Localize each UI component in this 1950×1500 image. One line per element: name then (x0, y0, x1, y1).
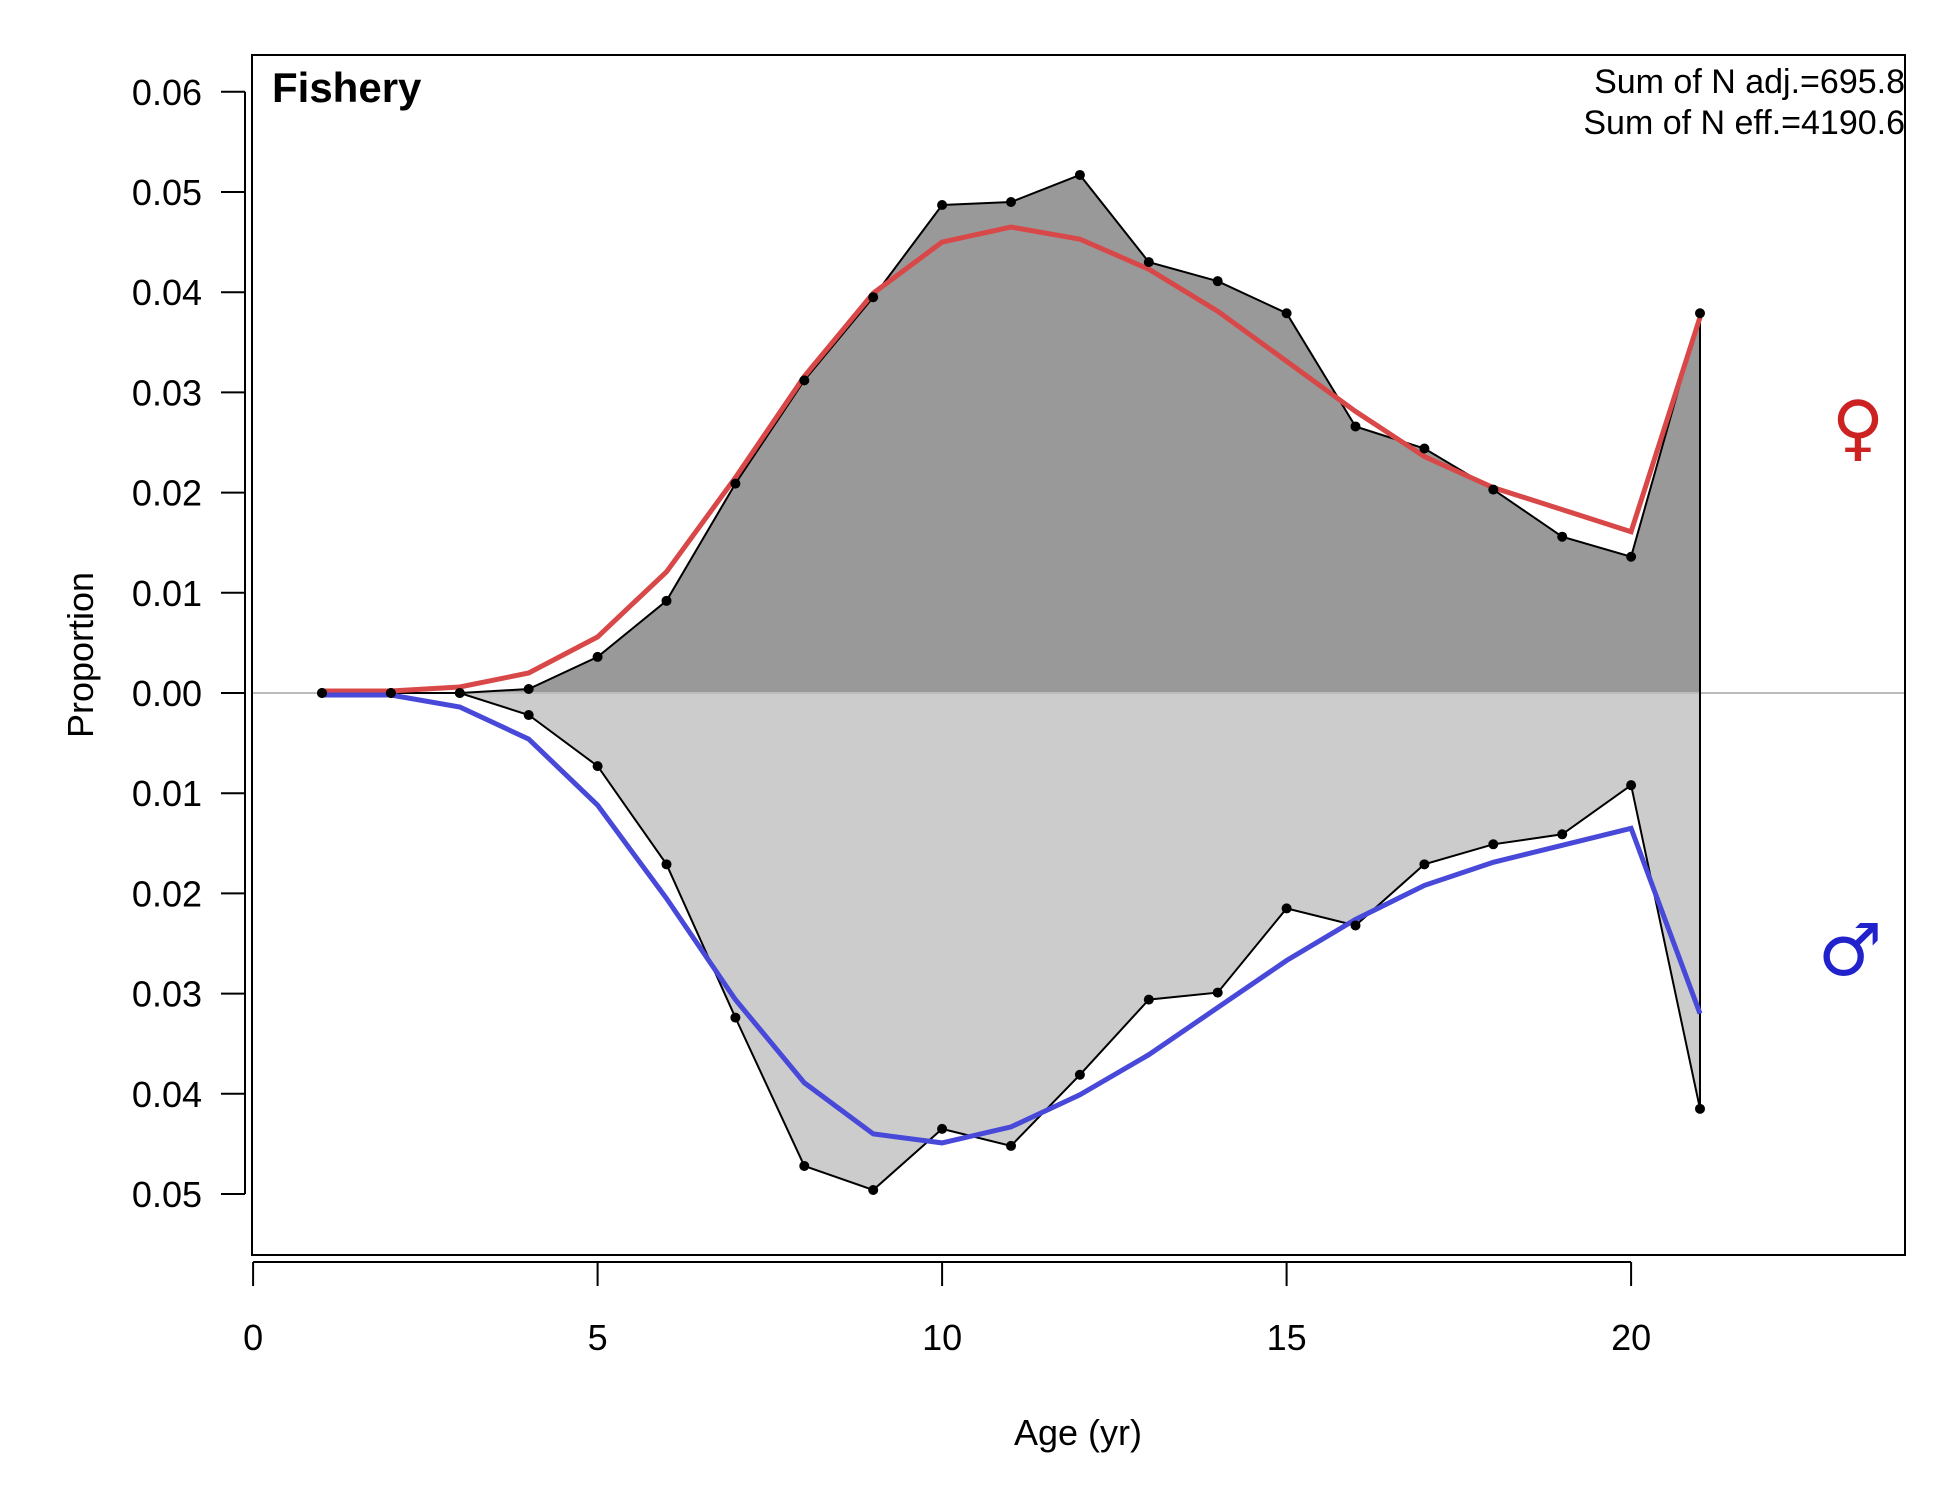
y-tick-label: 0.05 (132, 1174, 202, 1215)
panel-title: Fishery (272, 64, 422, 111)
male-observed-point-age-2 (385, 688, 396, 698)
plot-frame (251, 54, 1906, 1256)
male-observed-points (317, 688, 1705, 1195)
female-observed-point-age-9 (868, 292, 879, 303)
y-tick-label: 0.06 (132, 72, 202, 113)
male-observed-point-age-10 (937, 1123, 948, 1134)
female-observed-point-age-20 (1626, 551, 1637, 562)
male-observed-point-age-7 (730, 1012, 741, 1023)
male-observed-point-age-21 (1695, 1103, 1705, 1114)
plot-area (252, 169, 1905, 1195)
female-observed-point-age-5 (592, 651, 603, 662)
male-observed-point-age-19 (1557, 829, 1568, 840)
male-observed-point-age-6 (661, 859, 672, 870)
y-axis-title: Proportion (60, 572, 101, 738)
female-observed-point-age-19 (1557, 531, 1568, 542)
female-observed-point-age-16 (1350, 421, 1361, 432)
y-axis: 0.06 0.05 0.04 0.03 0.02 0.01 0.00 0.01 0.02 0.03… (132, 72, 246, 1215)
female-symbol-icon: ♀ (1832, 385, 1885, 469)
male-symbol-icon: ♂ (1818, 908, 1883, 992)
male-observed-point-age-8 (799, 1160, 810, 1171)
y-tick-label: 0.02 (132, 473, 202, 514)
male-observed-point-age-12 (1074, 1069, 1085, 1080)
female-observed-point-age-10 (937, 200, 948, 211)
female-observed-point-age-21 (1695, 308, 1705, 319)
male-observed-point-age-15 (1281, 903, 1292, 914)
female-observed-area (322, 175, 1700, 693)
y-tick-label: 0.04 (132, 272, 202, 313)
y-tick-label: 0.01 (132, 773, 202, 814)
male-observed-point-age-18 (1488, 839, 1499, 850)
male-observed-point-age-4 (523, 710, 534, 721)
y-tick-label: 0.05 (132, 172, 202, 213)
x-tick-label: 15 (1267, 1317, 1307, 1358)
sum-n-eff-note: Sum of N eff.=4190.6 (1583, 104, 1905, 142)
female-observed-point-age-8 (799, 375, 810, 386)
male-observed-point-age-20 (1626, 780, 1637, 791)
male-observed-point-age-5 (592, 761, 603, 772)
male-observed-point-age-13 (1143, 994, 1154, 1005)
male-expected-line (322, 692, 1703, 1146)
male-observed-point-age-16 (1350, 920, 1361, 931)
sum-n-adj-note: Sum of N adj.=695.8 (1594, 63, 1905, 101)
male-observed-point-age-9 (868, 1184, 879, 1195)
male-observed-point-age-14 (1212, 987, 1223, 998)
male-observed-point-age-11 (1006, 1140, 1016, 1151)
female-observed-point-age-17 (1419, 443, 1430, 454)
y-tick-label: 0.04 (132, 1074, 202, 1115)
x-tick-label: 5 (588, 1317, 608, 1358)
y-tick-label: 0.03 (132, 974, 202, 1015)
male-observed-point-age-17 (1419, 859, 1430, 870)
x-tick-label: 10 (922, 1317, 962, 1358)
male-observed-area (322, 693, 1700, 1190)
female-observed-point-age-13 (1143, 257, 1154, 268)
y-tick-label: 0.02 (132, 873, 202, 914)
female-observed-point-age-11 (1006, 197, 1016, 208)
x-axis: 0 5 10 15 20 (243, 1261, 1651, 1358)
male-observed-point-age-1 (317, 688, 327, 698)
x-axis-title: Age (yr) (1014, 1412, 1142, 1453)
y-tick-label: 0.00 (132, 673, 202, 714)
female-observed-point-age-18 (1488, 484, 1499, 495)
x-tick-label: 20 (1611, 1317, 1651, 1358)
female-observed-point-age-14 (1212, 276, 1223, 287)
y-tick-label: 0.01 (132, 573, 202, 614)
female-expected-line (322, 224, 1703, 694)
female-observed-point-age-6 (661, 595, 672, 606)
female-observed-point-age-12 (1074, 169, 1085, 180)
female-observed-point-age-7 (730, 478, 741, 489)
y-tick-label: 0.03 (132, 372, 202, 413)
x-tick-label: 0 (243, 1317, 263, 1358)
male-observed-point-age-3 (454, 688, 465, 698)
female-observed-point-age-4 (523, 683, 534, 694)
female-observed-point-age-15 (1281, 308, 1292, 319)
